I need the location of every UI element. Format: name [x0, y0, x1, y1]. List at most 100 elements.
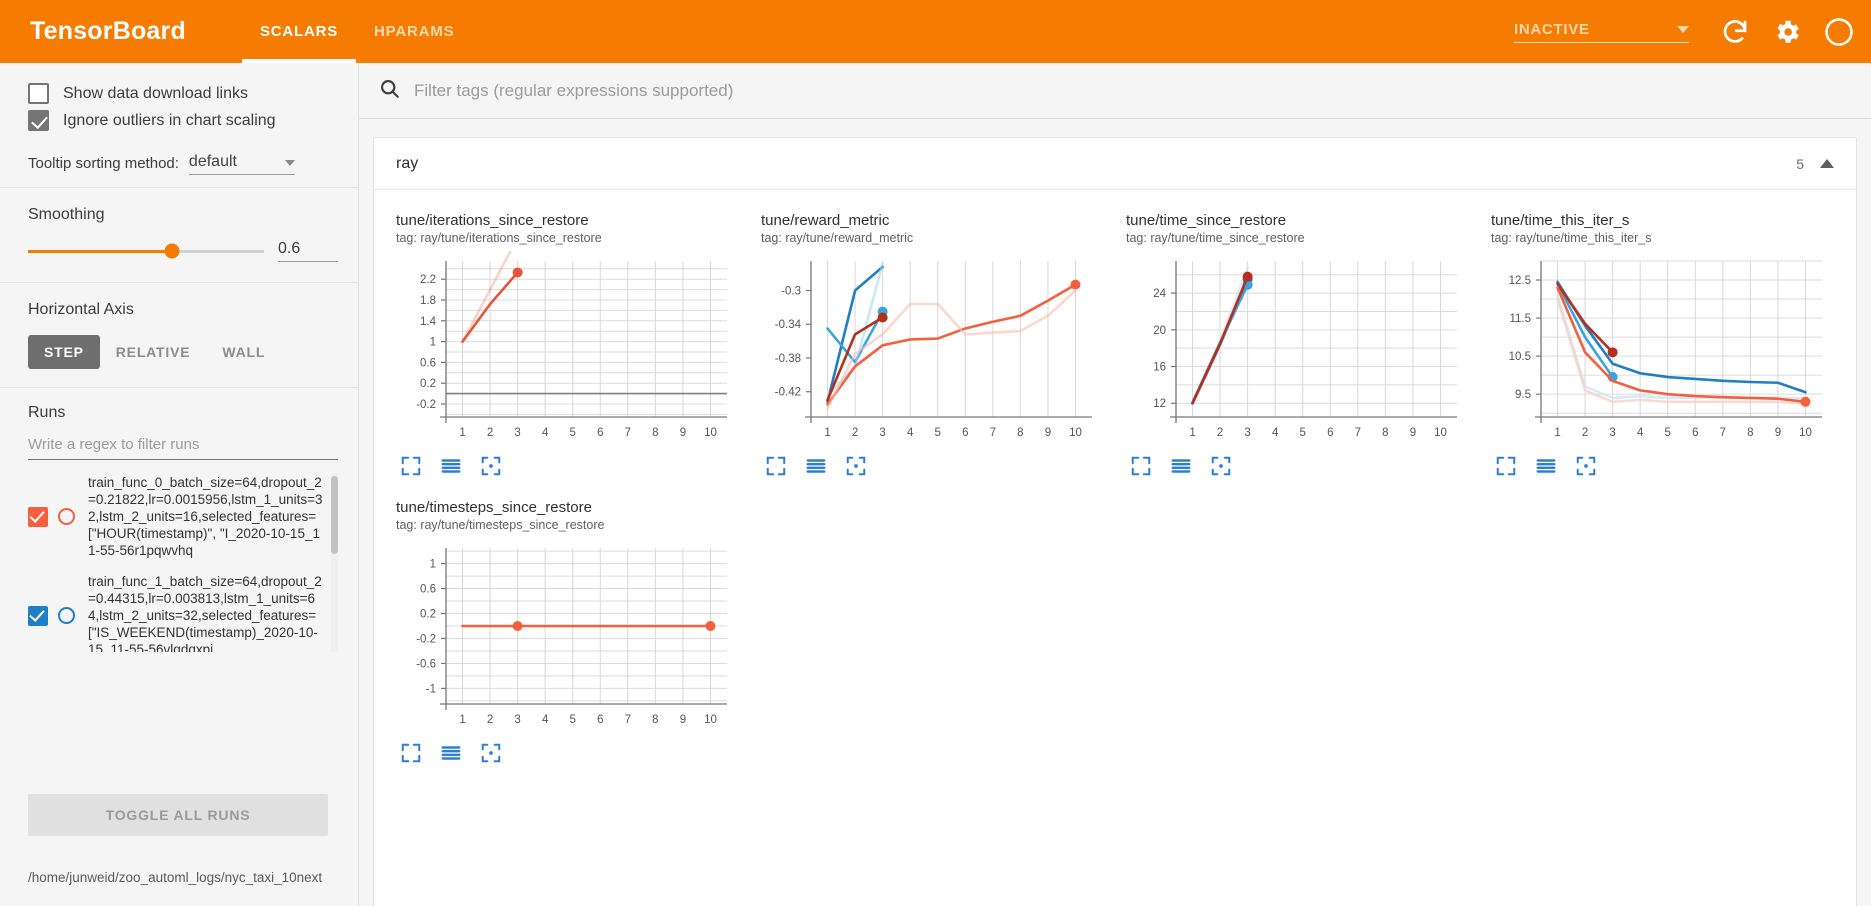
expand-chart-icon[interactable] [1495, 455, 1517, 477]
axis-option-wall[interactable]: WALL [222, 344, 266, 360]
svg-text:1: 1 [824, 427, 830, 439]
svg-text:1.8: 1.8 [420, 295, 436, 307]
svg-text:2: 2 [487, 714, 493, 726]
run-status-dropdown[interactable]: INACTIVE [1514, 21, 1689, 43]
chart-series-line [826, 289, 1077, 410]
chart-series-line [826, 265, 884, 404]
expand-chart-icon[interactable] [400, 455, 422, 477]
svg-text:20: 20 [1153, 325, 1166, 337]
runs-list[interactable]: train_func_0_batch_size=64,dropout_2=0.2… [28, 474, 338, 652]
run-color-indicator[interactable] [58, 508, 75, 525]
chevron-down-icon [1677, 25, 1689, 33]
toggle-data-lines-icon[interactable] [440, 455, 462, 477]
svg-text:8: 8 [652, 714, 658, 726]
svg-text:2: 2 [1582, 427, 1588, 439]
chart-series-line [1556, 280, 1807, 394]
chart-plot-area[interactable]: 1 2 3 4 5 6 7 8 9 10 12 16 20 24 [1120, 251, 1465, 451]
svg-text:-0.2: -0.2 [416, 399, 436, 411]
axis-option-relative[interactable]: RELATIVE [115, 344, 191, 360]
settings-gear-icon[interactable] [1772, 17, 1802, 47]
tag-filter-bar [359, 63, 1871, 119]
reset-zoom-icon[interactable] [845, 455, 867, 477]
svg-text:1: 1 [459, 714, 465, 726]
svg-text:6: 6 [1692, 427, 1698, 439]
run-color-indicator[interactable] [58, 607, 75, 624]
axis-option-step[interactable]: STEP [28, 335, 100, 369]
svg-text:3: 3 [514, 714, 520, 726]
svg-text:-0.3: -0.3 [781, 286, 801, 298]
reset-zoom-icon[interactable] [1210, 455, 1232, 477]
expand-chart-icon[interactable] [400, 742, 422, 764]
chart-series-line [461, 271, 519, 343]
horizontal-axis-buttons: STEP RELATIVE WALL [28, 335, 338, 369]
top-app-bar: TensorBoard SCALARS HPARAMS INACTIVE [0, 0, 1871, 63]
search-icon [379, 78, 400, 104]
help-icon[interactable] [1824, 17, 1854, 47]
runs-scrollbar[interactable] [331, 474, 338, 652]
chart-plot-area[interactable]: 1 2 3 4 5 6 7 8 9 10 9.5 10.5 11.5 12.5 [1485, 251, 1830, 451]
svg-text:12.5: 12.5 [1509, 275, 1531, 287]
chevron-up-icon[interactable] [1820, 159, 1834, 168]
toggle-data-lines-icon[interactable] [440, 742, 462, 764]
ignore-outliers-row[interactable]: Ignore outliers in chart scaling [28, 110, 338, 131]
svg-text:7: 7 [625, 714, 631, 726]
tab-scalars[interactable]: SCALARS [242, 0, 356, 63]
svg-text:2: 2 [852, 427, 858, 439]
tab-hparams[interactable]: HPARAMS [374, 23, 455, 40]
svg-text:1.4: 1.4 [420, 316, 437, 328]
show-download-links-row[interactable]: Show data download links [28, 83, 338, 104]
chart-endpoint-marker [512, 267, 523, 278]
chart-series-line [1556, 282, 1614, 354]
run-checkbox[interactable] [28, 605, 48, 626]
smoothing-slider[interactable] [28, 243, 264, 259]
chart-plot-area[interactable]: 1 2 3 4 5 6 7 8 9 10 -0.3 -0.34 -0.38 -0.42 [755, 251, 1100, 451]
toggle-data-lines-icon[interactable] [1170, 455, 1192, 477]
svg-text:6: 6 [962, 427, 968, 439]
svg-text:10: 10 [1069, 427, 1082, 439]
ignore-outliers-label: Ignore outliers in chart scaling [63, 111, 276, 129]
toggle-data-lines-icon[interactable] [1535, 455, 1557, 477]
chart-series-line [1556, 297, 1807, 405]
chart-title: tune/reward_metric [761, 212, 890, 229]
reset-zoom-icon[interactable] [1575, 455, 1597, 477]
svg-text:5: 5 [1665, 427, 1671, 439]
show-download-links-label: Show data download links [63, 84, 249, 102]
reset-zoom-icon[interactable] [480, 455, 502, 477]
tooltip-sorting-select[interactable]: default [188, 153, 295, 175]
svg-text:-0.38: -0.38 [775, 353, 801, 365]
smoothing-value-input[interactable]: 0.6 [278, 240, 338, 262]
toggle-all-runs-button[interactable]: TOGGLE ALL RUNS [28, 794, 328, 836]
svg-text:3: 3 [879, 427, 885, 439]
tag-group-header[interactable]: ray 5 [374, 138, 1856, 190]
svg-text:9: 9 [1775, 427, 1781, 439]
svg-text:0.2: 0.2 [420, 609, 436, 621]
svg-text:8: 8 [1382, 427, 1388, 439]
svg-text:4: 4 [1272, 427, 1279, 439]
chart-plot-area[interactable]: 1 2 3 4 5 6 7 8 9 10 -1 -0.6 -0.2 0.2 0.6 1 [390, 538, 735, 738]
run-list-item[interactable]: train_func_1_batch_size=64,dropout_2=0.4… [28, 573, 328, 652]
runs-filter-input[interactable] [28, 432, 338, 460]
tag-filter-input[interactable] [414, 80, 1851, 101]
svg-text:4: 4 [542, 427, 549, 439]
runs-scrollbar-thumb[interactable] [331, 476, 338, 554]
run-checkbox[interactable] [28, 506, 48, 527]
toggle-data-lines-icon[interactable] [805, 455, 827, 477]
svg-text:3: 3 [1244, 427, 1250, 439]
svg-text:10: 10 [1434, 427, 1447, 439]
chart-endpoint-marker [1800, 396, 1811, 407]
smoothing-slider-thumb[interactable] [164, 243, 180, 259]
show-download-links-checkbox[interactable] [28, 83, 49, 104]
reload-icon[interactable] [1720, 17, 1750, 47]
expand-chart-icon[interactable] [1130, 455, 1152, 477]
chart-series-line [1556, 286, 1807, 404]
reset-zoom-icon[interactable] [480, 742, 502, 764]
run-list-item[interactable]: train_func_0_batch_size=64,dropout_2=0.2… [28, 474, 328, 559]
svg-text:0.2: 0.2 [420, 378, 436, 390]
chart-toolbar [1495, 455, 1830, 477]
run-status-label: INACTIVE [1514, 20, 1590, 38]
ignore-outliers-checkbox[interactable] [28, 110, 49, 131]
svg-text:7: 7 [1720, 427, 1726, 439]
expand-chart-icon[interactable] [765, 455, 787, 477]
chart-plot-area[interactable]: 1 2 3 4 5 6 7 8 9 10 -0.2 0.2 0.6 1 1.4 1.8 2.2 [390, 251, 735, 451]
chart-tag: tag: ray/tune/reward_metric [761, 231, 914, 245]
